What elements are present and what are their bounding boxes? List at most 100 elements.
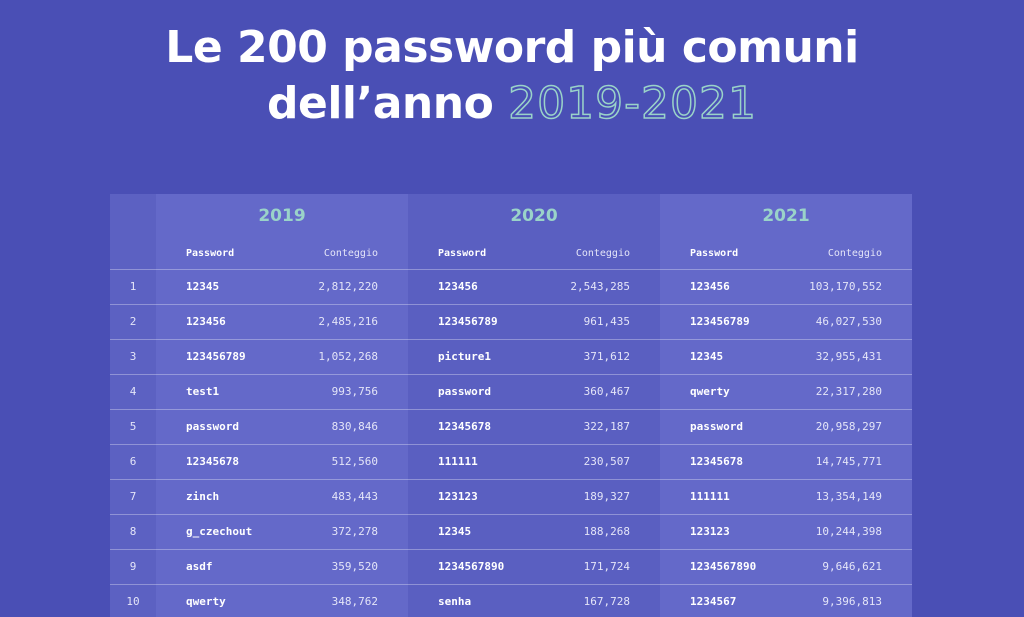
password-column-header: Password [186, 248, 235, 259]
rank-cell: 4 [129, 385, 137, 398]
password-cell: 12345 [186, 280, 220, 293]
count-cell: 22,317,280 [815, 385, 882, 398]
count-cell: 103,170,552 [809, 280, 882, 293]
count-cell: 483,443 [331, 490, 378, 503]
password-cell: 123123 [690, 525, 730, 538]
password-cell: 12345 [690, 350, 724, 363]
title-line-2: dell’anno 2019-2021 [0, 76, 1024, 132]
table-row: 9 asdf 359,520 1234567890 171,724 123456… [110, 549, 912, 584]
password-cell: 123456 [438, 280, 478, 293]
password-cell: zinch [186, 490, 220, 503]
password-cell: asdf [186, 560, 213, 573]
table-row: 6 12345678 512,560 111111 230,507 123456… [110, 444, 912, 479]
count-cell: 189,327 [583, 490, 630, 503]
count-cell: 512,560 [331, 455, 378, 468]
table-row: 5 password 830,846 12345678 322,187 pass… [110, 409, 912, 444]
password-cell: g_czechout [186, 525, 253, 538]
password-cell: password [186, 420, 239, 433]
password-cell: 123123 [438, 490, 478, 503]
count-cell: 32,955,431 [815, 350, 882, 363]
password-cell: 12345678 [690, 455, 743, 468]
count-column-header: Conteggio [323, 248, 378, 259]
count-cell: 2,485,216 [318, 315, 378, 328]
count-cell: 2,812,220 [318, 280, 378, 293]
year-header: 2020 [510, 206, 558, 226]
count-cell: 348,762 [331, 595, 378, 608]
count-cell: 167,728 [583, 595, 630, 608]
table-row: 10 qwerty 348,762 senha 167,728 1234567 … [110, 584, 912, 617]
table-row: 2 123456 2,485,216 123456789 961,435 123… [110, 304, 912, 339]
count-cell: 961,435 [583, 315, 630, 328]
password-cell: qwerty [690, 385, 730, 398]
year-header: 2021 [762, 206, 810, 226]
count-cell: 1,052,268 [318, 350, 378, 363]
password-cell: 1234567 [690, 595, 737, 608]
rank-cell: 5 [129, 420, 137, 433]
count-cell: 2,543,285 [570, 280, 630, 293]
count-cell: 9,396,813 [822, 595, 882, 608]
page-title: Le 200 password più comuni dell’anno 201… [0, 20, 1024, 132]
count-cell: 322,187 [583, 420, 630, 433]
title-line-2-prefix: dell’anno [267, 78, 494, 129]
password-cell: 12345678 [438, 420, 491, 433]
password-cell: 111111 [438, 455, 478, 468]
rank-column [110, 194, 156, 617]
count-cell: 188,268 [583, 525, 630, 538]
rank-cell: 1 [129, 280, 137, 293]
count-cell: 171,724 [583, 560, 630, 573]
password-cell: 1234567890 [438, 560, 505, 573]
table-row: 1 12345 2,812,220 123456 2,543,285 12345… [110, 269, 912, 304]
rank-cell: 6 [129, 455, 137, 468]
table-row: 7 zinch 483,443 123123 189,327 111111 13… [110, 479, 912, 514]
rank-cell: 10 [126, 595, 140, 608]
password-cell: test1 [186, 385, 220, 398]
count-cell: 830,846 [331, 420, 378, 433]
table-row: 8 g_czechout 372,278 12345 188,268 12312… [110, 514, 912, 549]
password-cell: qwerty [186, 595, 226, 608]
password-cell: 123456 [690, 280, 730, 293]
password-column-header: Password [438, 248, 487, 259]
count-cell: 20,958,297 [815, 420, 882, 433]
count-cell: 359,520 [331, 560, 378, 573]
count-cell: 993,756 [331, 385, 378, 398]
count-cell: 13,354,149 [815, 490, 882, 503]
password-cell: 1234567890 [690, 560, 757, 573]
count-cell: 9,646,621 [822, 560, 882, 573]
count-cell: 46,027,530 [815, 315, 882, 328]
password-table: 2019 Password Conteggio 2020 Password Co… [110, 194, 912, 617]
count-cell: 371,612 [583, 350, 630, 363]
password-cell: password [690, 420, 743, 433]
password-cell: 12345 [438, 525, 472, 538]
year-column-2020: 2020 Password Conteggio [408, 194, 660, 617]
password-cell: 123456 [186, 315, 226, 328]
password-cell: 12345678 [186, 455, 239, 468]
rank-cell: 7 [129, 490, 137, 503]
rank-cell: 2 [129, 315, 137, 328]
rank-cell: 8 [129, 525, 137, 538]
table-row: 3 123456789 1,052,268 picture1 371,612 1… [110, 339, 912, 374]
table-body: 1 12345 2,812,220 123456 2,543,285 12345… [110, 269, 912, 617]
password-cell: picture1 [438, 350, 491, 363]
password-cell: password [438, 385, 491, 398]
count-cell: 372,278 [331, 525, 378, 538]
title-year-range: 2019-2021 [507, 77, 757, 130]
count-column-header: Conteggio [575, 248, 630, 259]
count-cell: 14,745,771 [815, 455, 882, 468]
table-row: 4 test1 993,756 password 360,467 qwerty … [110, 374, 912, 409]
count-cell: 230,507 [583, 455, 630, 468]
count-cell: 360,467 [583, 385, 630, 398]
password-cell: senha [438, 595, 472, 608]
rank-cell: 3 [129, 350, 137, 363]
password-cell: 123456789 [690, 315, 750, 328]
password-cell: 123456789 [438, 315, 498, 328]
password-column-header: Password [690, 248, 739, 259]
password-cell: 111111 [690, 490, 730, 503]
count-cell: 10,244,398 [815, 525, 882, 538]
password-cell: 123456789 [186, 350, 246, 363]
title-line-1: Le 200 password più comuni [165, 22, 859, 73]
year-column-2019: 2019 Password Conteggio [156, 194, 408, 617]
year-header: 2019 [258, 206, 306, 226]
rank-cell: 9 [129, 560, 137, 573]
year-column-2021: 2021 Password Conteggio [660, 194, 912, 617]
count-column-header: Conteggio [827, 248, 882, 259]
